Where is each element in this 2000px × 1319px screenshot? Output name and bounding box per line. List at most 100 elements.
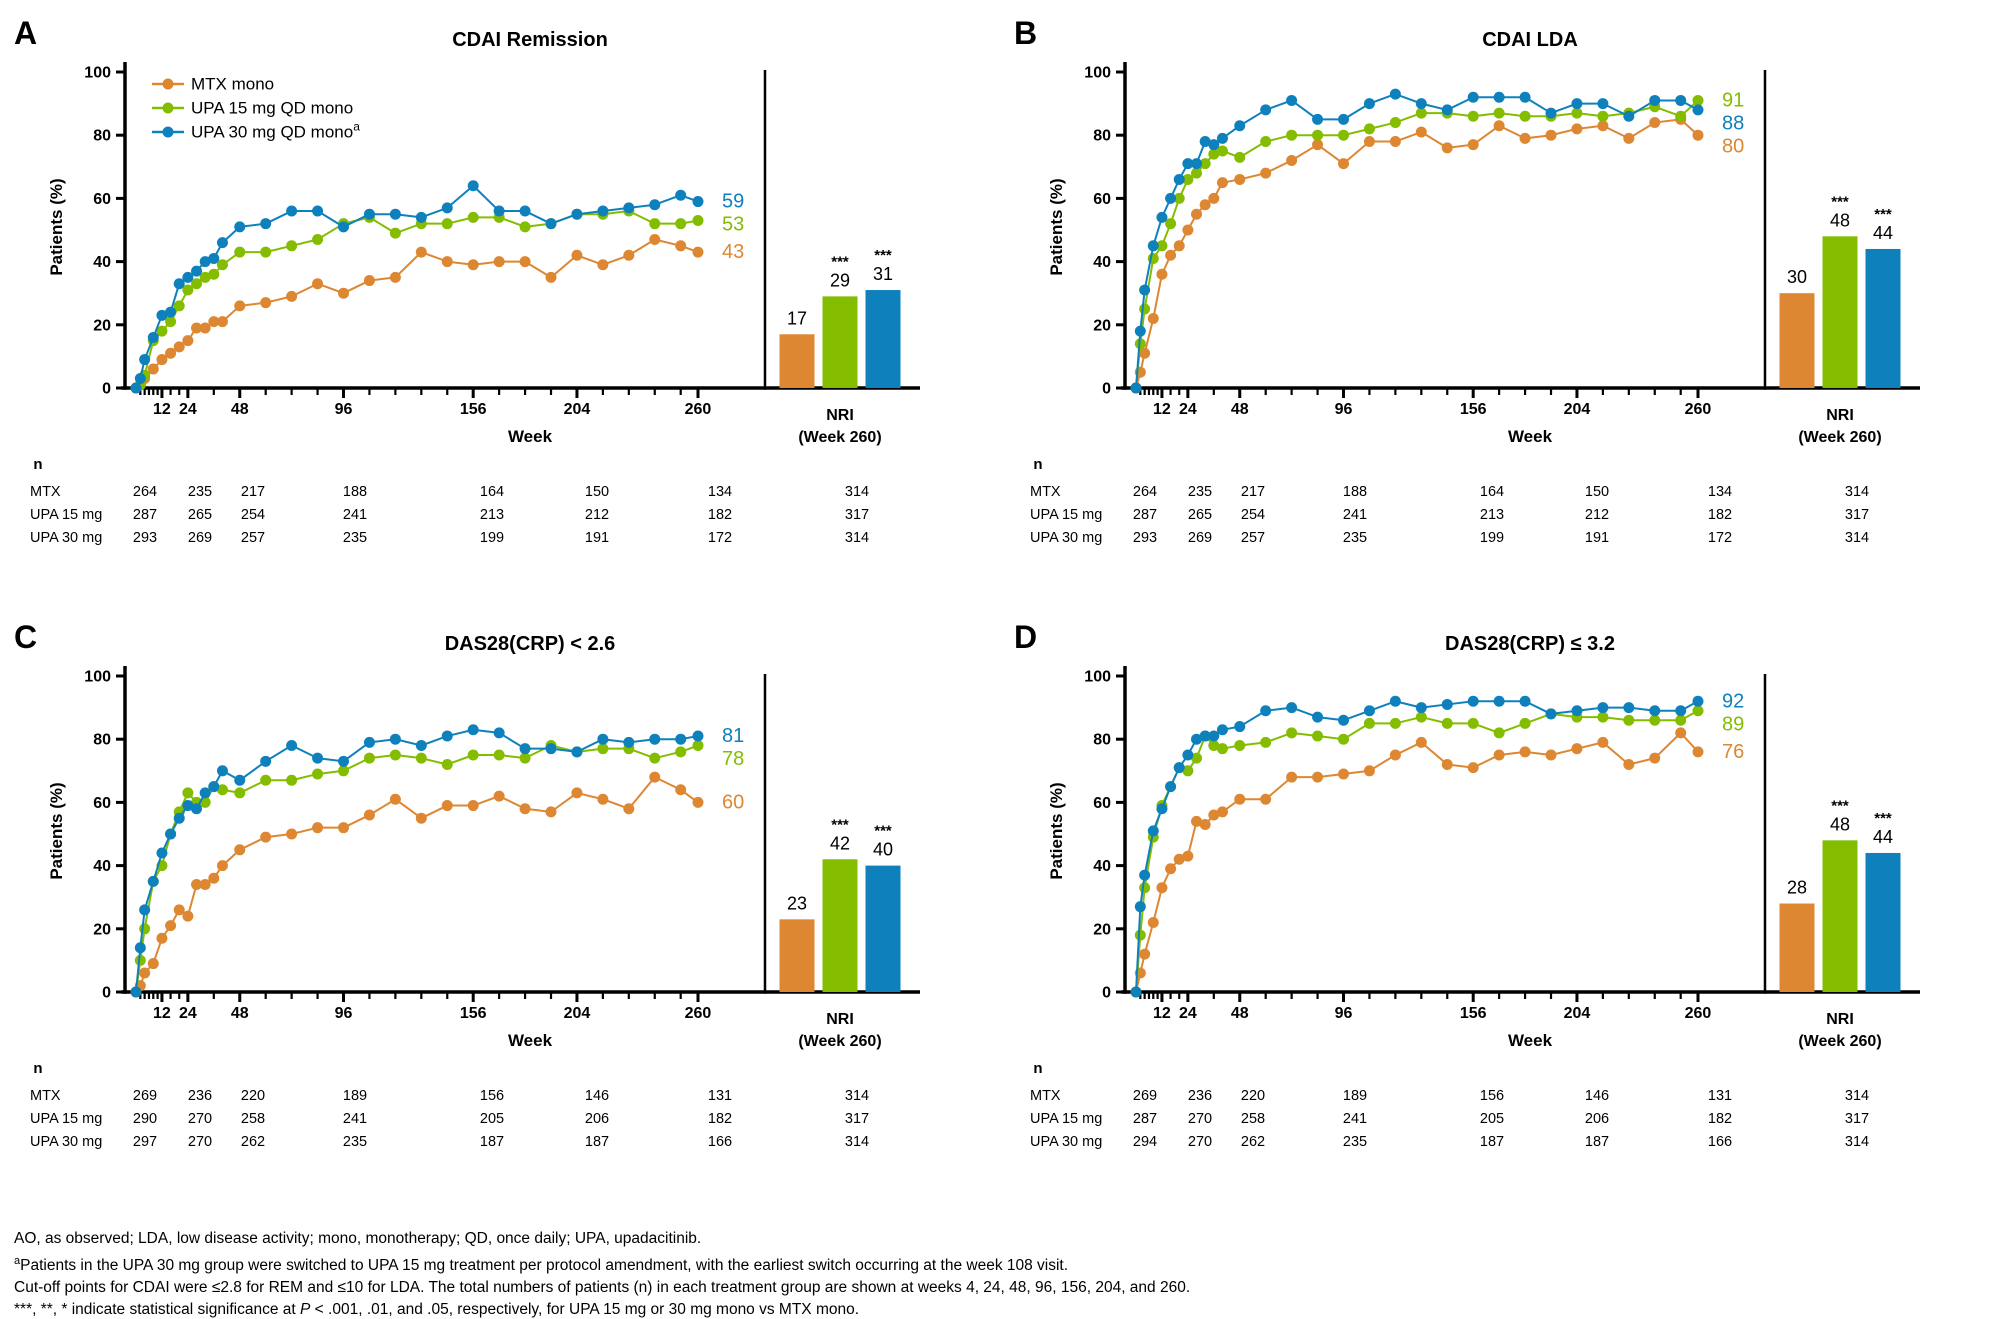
data-point-green	[1156, 240, 1168, 252]
data-point-orange	[182, 335, 194, 347]
data-point-green	[234, 246, 246, 258]
n-table-row-label: UPA 30 mg	[1030, 530, 1102, 546]
n-table-value: 213	[480, 507, 504, 523]
data-point-blue	[1597, 702, 1609, 714]
n-table-value: 264	[133, 484, 157, 500]
n-table-value: 293	[133, 530, 157, 546]
data-point-blue	[1286, 94, 1298, 106]
data-point-blue	[165, 828, 177, 840]
data-point-blue	[1389, 695, 1401, 707]
y-axis-title: Patients (%)	[47, 178, 66, 275]
footnote-cutoff-note: Cut-off points for CDAI were ≤2.8 for RE…	[14, 1279, 1191, 1297]
data-point-blue	[441, 202, 453, 214]
data-point-blue	[1493, 695, 1505, 707]
data-point-orange	[147, 363, 159, 375]
data-point-blue	[1692, 695, 1704, 707]
n-table-value: 314	[1845, 530, 1869, 546]
y-tick-label: 0	[1102, 985, 1111, 1002]
data-point-orange	[1139, 347, 1151, 359]
y-axis-title: Patients (%)	[1047, 178, 1066, 275]
data-point-green	[1286, 727, 1298, 739]
data-point-orange	[1191, 815, 1203, 827]
data-point-green	[208, 268, 220, 280]
significance-stars: ***	[1831, 193, 1849, 210]
n-table-value: 166	[1708, 1134, 1732, 1150]
data-point-blue	[1675, 705, 1687, 717]
data-point-blue	[286, 205, 298, 217]
data-point-green	[1139, 303, 1151, 315]
data-point-blue	[338, 755, 350, 767]
data-point-green	[1389, 717, 1401, 729]
x-tick-label: 204	[564, 401, 591, 418]
curve-end-label: 80	[1722, 135, 1744, 157]
n-table-value: 188	[343, 484, 367, 500]
y-tick-label: 100	[84, 65, 111, 82]
data-point-green	[260, 246, 272, 258]
data-point-green	[467, 211, 479, 223]
data-point-blue	[1134, 901, 1146, 913]
n-table-value: 270	[1188, 1134, 1212, 1150]
n-table-value: 131	[1708, 1088, 1732, 1104]
x-axis-title: Week	[508, 427, 553, 446]
n-table-value: 217	[241, 484, 265, 500]
n-table-value: 314	[845, 484, 869, 500]
data-point-orange	[191, 322, 203, 334]
data-point-green	[649, 218, 661, 230]
legend-marker-blue	[162, 126, 174, 138]
data-point-blue	[234, 221, 246, 233]
data-point-blue	[1182, 158, 1194, 170]
data-point-green	[1415, 711, 1427, 723]
n-table-value: 191	[1585, 530, 1609, 546]
data-point-blue	[467, 724, 479, 736]
data-point-blue	[173, 278, 185, 290]
n-table-row-label: MTX	[1030, 484, 1061, 500]
data-point-green	[1649, 714, 1661, 726]
data-point-green	[1191, 752, 1203, 764]
data-point-orange	[1545, 749, 1557, 761]
data-point-green	[1234, 740, 1246, 752]
data-point-green	[1191, 167, 1203, 179]
data-point-orange	[519, 256, 531, 268]
data-point-blue	[1692, 104, 1704, 116]
data-point-green	[1165, 218, 1177, 230]
nri-bar-green	[822, 296, 858, 388]
data-point-orange	[363, 275, 375, 287]
n-table-value: 187	[585, 1134, 609, 1150]
nri-bar-green	[822, 859, 858, 992]
x-tick-label: 260	[685, 401, 712, 418]
data-point-blue	[1182, 749, 1194, 761]
x-tick-label: 204	[1564, 401, 1591, 418]
bar-value-label: 28	[1787, 878, 1807, 898]
n-table-header: n	[1033, 456, 1042, 473]
data-point-green	[1415, 107, 1427, 119]
data-point-orange	[1519, 746, 1531, 758]
x-tick-label: 24	[179, 1005, 197, 1022]
data-point-green	[165, 316, 177, 328]
x-tick-label: 48	[231, 401, 249, 418]
nri-bar-orange	[1779, 903, 1815, 992]
data-point-orange	[216, 860, 228, 872]
data-point-green	[260, 774, 272, 786]
data-point-blue	[1173, 762, 1185, 774]
n-table-value: 290	[133, 1111, 157, 1127]
n-table-value: 241	[343, 1111, 367, 1127]
data-point-orange	[1147, 312, 1159, 324]
data-point-green	[156, 325, 168, 337]
data-point-green	[1139, 882, 1151, 894]
n-table-header: n	[33, 1060, 42, 1077]
data-point-orange	[1286, 771, 1298, 783]
n-table-value: 146	[1585, 1088, 1609, 1104]
data-point-blue	[623, 202, 635, 214]
data-point-green	[173, 300, 185, 312]
panel-C: C DAS28(CRP) < 2.6 0 20 40 60 80 100 Patients (%…	[14, 619, 920, 1150]
bar-value-label: 40	[873, 840, 893, 860]
data-point-blue	[139, 904, 151, 916]
data-point-blue	[1493, 91, 1505, 103]
data-point-blue	[692, 196, 704, 208]
data-point-blue	[1147, 825, 1159, 837]
data-point-green	[1597, 711, 1609, 723]
x-tick-label: 204	[564, 1005, 591, 1022]
bar-value-label: 48	[1830, 210, 1850, 230]
nri-bar-blue	[1865, 248, 1901, 388]
data-point-green	[286, 774, 298, 786]
